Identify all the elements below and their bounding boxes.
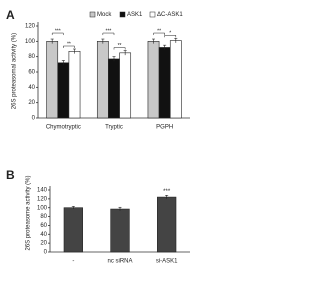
y-tick-label: 140 (37, 188, 48, 194)
legend-swatch (89, 11, 96, 18)
significance-label: ** (67, 41, 71, 47)
panel-label: B (6, 168, 15, 182)
bar (108, 58, 120, 119)
legend-label: Mock (97, 12, 112, 18)
significance-label: ** (157, 28, 161, 34)
significance-bracket (113, 47, 126, 50)
x-tick-label: - (72, 259, 74, 265)
y-axis-label: 26S proteasomal activity (%) (12, 33, 18, 109)
y-tick-label: 60 (28, 70, 35, 76)
panel-label: A (6, 8, 15, 22)
y-tick-label: 100 (25, 39, 36, 45)
legend-swatch (149, 11, 156, 18)
legend-swatch (119, 11, 126, 18)
significance-label: *** (163, 189, 171, 195)
y-tick-label: 40 (28, 85, 35, 91)
bar (110, 208, 130, 253)
y-tick-label: 0 (44, 250, 48, 256)
y-tick-label: 120 (37, 196, 48, 202)
bar (147, 41, 160, 119)
legend-label: ΔC-ASK1 (157, 12, 183, 18)
x-tick-label: Tryptic (105, 125, 123, 131)
significance-bracket (63, 45, 75, 48)
y-tick-label: 120 (25, 24, 36, 30)
significance-label: * (169, 31, 171, 37)
x-tick-label: PGPH (156, 125, 173, 131)
y-tick-label: 40 (40, 232, 47, 238)
legend-label: ASK1 (127, 12, 143, 18)
significance-bracket (164, 35, 177, 38)
significance-bracket (102, 32, 115, 36)
x-tick-label: nc siRNA (107, 259, 132, 265)
bar (96, 41, 109, 119)
y-tick-label: 80 (28, 54, 35, 60)
x-tick-label: si-ASK1 (156, 259, 178, 265)
significance-label: *** (55, 28, 61, 34)
bar (157, 196, 177, 253)
y-tick-label: 20 (40, 241, 47, 247)
bar (46, 41, 59, 119)
bar (68, 50, 81, 119)
significance-label: ** (118, 43, 122, 49)
significance-bracket (153, 32, 165, 36)
y-tick-label: 80 (40, 214, 47, 220)
y-tick-label: 100 (37, 205, 48, 211)
bar (158, 47, 171, 119)
y-axis-label: 26S proteasome activity (%) (26, 175, 32, 250)
bar (119, 52, 132, 119)
significance-bracket (51, 32, 64, 36)
y-tick-label: 0 (32, 116, 36, 122)
bar (57, 62, 70, 119)
figure: A B 26S proteasomal activity (%) 26S pro… (6, 8, 190, 265)
y-tick-label: 20 (28, 100, 35, 106)
significance-label: *** (106, 28, 112, 34)
x-tick-label: Chymotryptic (46, 125, 81, 131)
y-tick-label: 60 (40, 223, 47, 229)
bar (63, 207, 83, 253)
bar (169, 40, 182, 119)
